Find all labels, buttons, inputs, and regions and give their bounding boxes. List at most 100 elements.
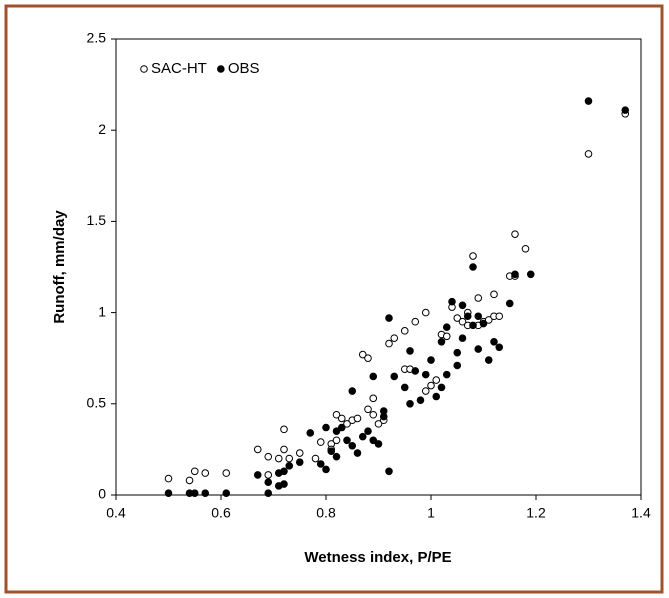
point [474,312,483,321]
point [474,294,483,302]
point [385,314,393,322]
point [364,427,372,435]
x-tick-label: 0.4 [106,505,126,521]
legend-label: SAC-HT [151,60,207,77]
point [190,489,199,497]
point [437,383,446,392]
y-tick-label: 1.5 [87,212,107,228]
point [369,436,378,445]
point [332,436,341,445]
point [274,454,283,463]
point [353,449,362,457]
point [390,372,399,381]
point [285,454,294,463]
point [316,438,325,446]
point [469,263,477,271]
point [490,337,498,346]
point [484,316,493,324]
y-tick-label: 0 [98,486,106,502]
point [190,467,199,476]
legend-marker [140,65,148,73]
point [458,317,467,326]
point [621,106,630,114]
point [511,230,519,238]
point [364,354,372,363]
point [469,252,477,260]
point [343,436,351,445]
point [332,452,341,461]
point [453,348,462,357]
frame [4,4,664,594]
point [369,394,378,403]
legend-label: OBS [228,60,260,77]
point [432,392,441,401]
point [437,337,446,346]
point [411,317,420,326]
point [453,314,462,322]
point [201,489,210,497]
point [222,469,231,477]
point [264,489,273,497]
point [458,334,467,342]
point [463,312,472,321]
point [316,460,325,468]
plot-area [115,38,642,496]
point [374,420,383,428]
point [495,343,504,352]
point [505,299,514,308]
point [400,383,409,392]
point [222,489,231,497]
point [584,150,593,158]
point [406,347,414,355]
point [358,350,367,359]
point [379,412,388,421]
point [264,452,273,461]
point [322,423,330,432]
point [411,367,420,375]
point [337,423,346,432]
point [164,489,173,497]
point [479,319,488,328]
point [358,432,367,441]
point [521,244,530,253]
point [421,370,430,379]
point [264,478,273,487]
point [306,429,315,437]
point [332,427,341,435]
point [280,425,288,434]
point [453,361,462,370]
x-axis-title: Wetness index, P/PE [304,549,451,566]
y-tick-label: 1 [98,303,106,319]
point [280,480,288,488]
point [201,469,210,477]
y-tick-label: 2 [98,121,106,137]
point [390,334,399,342]
point [348,387,357,395]
point [285,462,294,470]
point [322,465,330,474]
point [416,396,425,404]
point [253,471,262,479]
point [432,376,441,384]
point [474,345,483,353]
point [343,420,351,428]
point [584,97,593,105]
point [442,332,451,341]
point [421,308,430,317]
y-tick-label: 2.5 [87,30,107,46]
point [327,447,336,456]
x-tick-label: 1.2 [526,505,546,521]
point [164,474,173,483]
point [348,441,357,450]
point [442,370,451,379]
point [369,372,378,381]
point [253,445,262,454]
point [442,323,451,331]
point [421,387,430,395]
point [385,339,393,348]
point [511,270,519,279]
point [353,414,362,423]
point [406,400,414,408]
y-tick-label: 0.5 [87,395,107,411]
